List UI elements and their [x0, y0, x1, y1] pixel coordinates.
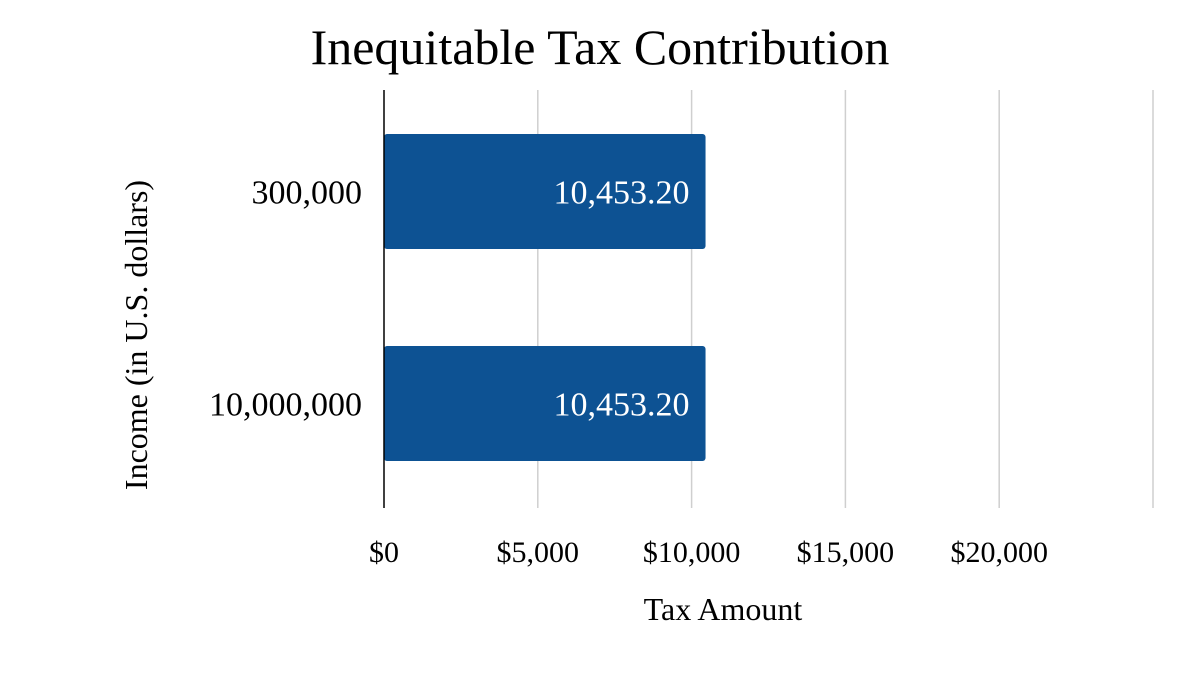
x-tick-labels: $0 $5,000 $10,000 $15,000 $20,000 — [369, 536, 1048, 569]
x-axis-label: Tax Amount — [644, 591, 803, 627]
bar-1 — [384, 346, 706, 461]
category-label-0: 300,000 — [252, 175, 363, 212]
x-tick-label-1: $5,000 — [497, 536, 580, 569]
x-tick-label-3: $15,000 — [797, 536, 895, 569]
category-label-1: 10,000,000 — [209, 387, 362, 424]
x-tick-label-2: $10,000 — [643, 536, 741, 569]
bar-value-label-1: 10,453.20 — [554, 387, 690, 424]
category-labels: 300,000 10,000,000 — [209, 175, 362, 424]
bar-value-label-0: 10,453.20 — [554, 175, 690, 212]
x-tick-label-0: $0 — [369, 536, 399, 569]
chart-title: Inequitable Tax Contribution — [311, 19, 890, 75]
bars: 10,453.20 10,453.20 — [384, 134, 706, 461]
y-axis-label: Income (in U.S. dollars) — [118, 180, 154, 490]
bar-0 — [384, 134, 706, 249]
x-tick-label-4: $20,000 — [950, 536, 1048, 569]
